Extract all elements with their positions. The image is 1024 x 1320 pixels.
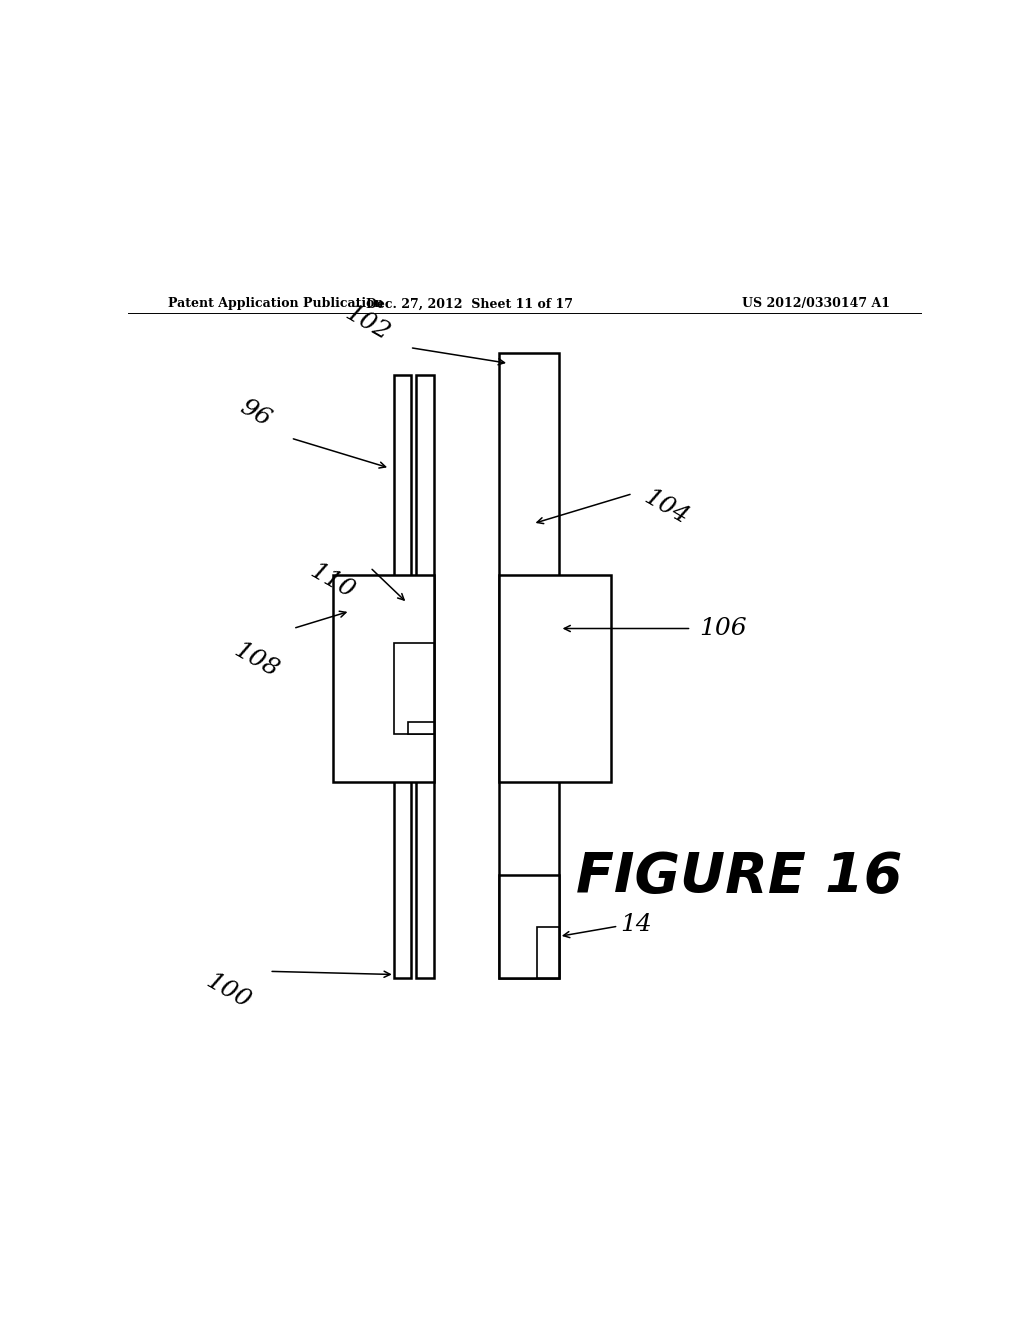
Text: 100: 100 xyxy=(202,970,255,1014)
Text: US 2012/0330147 A1: US 2012/0330147 A1 xyxy=(741,297,890,310)
Bar xyxy=(409,722,433,734)
Text: 110: 110 xyxy=(305,560,358,603)
Bar xyxy=(537,927,559,978)
Text: 96: 96 xyxy=(236,396,274,432)
Text: FIGURE 16: FIGURE 16 xyxy=(575,850,902,904)
Bar xyxy=(394,375,412,978)
Bar xyxy=(500,875,559,978)
Text: 104: 104 xyxy=(640,486,692,529)
Bar xyxy=(416,375,433,978)
Text: 14: 14 xyxy=(620,913,652,936)
Bar xyxy=(500,576,610,781)
Text: 106: 106 xyxy=(699,616,748,640)
Text: 108: 108 xyxy=(230,639,283,682)
Bar xyxy=(333,576,433,781)
Bar xyxy=(394,643,433,734)
Text: Patent Application Publication: Patent Application Publication xyxy=(168,297,383,310)
Text: Dec. 27, 2012  Sheet 11 of 17: Dec. 27, 2012 Sheet 11 of 17 xyxy=(366,297,572,310)
Text: 102: 102 xyxy=(341,301,394,346)
Bar xyxy=(500,354,559,978)
